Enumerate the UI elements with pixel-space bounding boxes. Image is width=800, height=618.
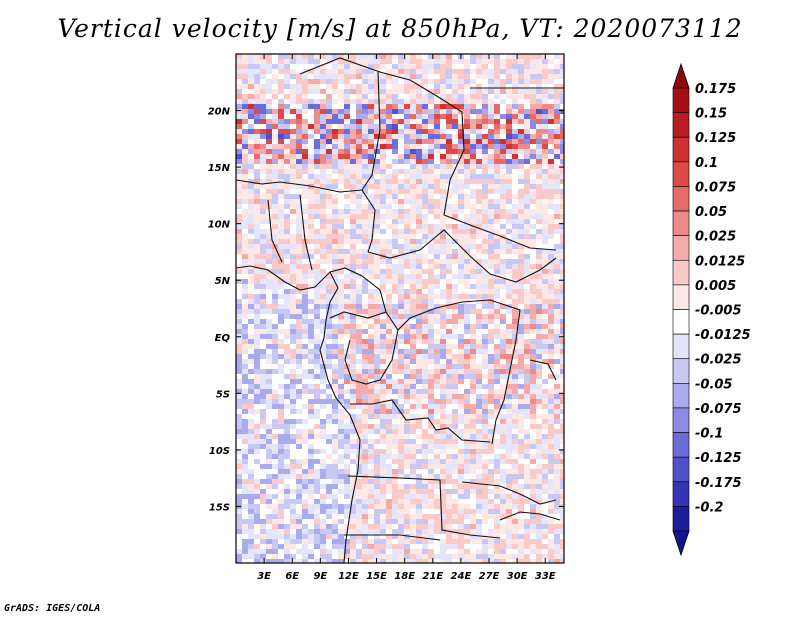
colorbar-label: -0.05	[695, 377, 732, 392]
colorbar-swatch	[672, 407, 690, 433]
colorbar-label: -0.125	[695, 451, 742, 466]
colorbar-label: 0.125	[695, 131, 736, 146]
y-tick-label: 15S	[209, 502, 230, 513]
colorbar-swatch	[672, 259, 690, 286]
grads-credit: GrADS: IGES/COLA	[4, 603, 101, 614]
border-line	[499, 511, 561, 521]
chart-title: Vertical velocity [m/s] at 850hPa, VT: 2…	[57, 14, 743, 43]
colorbar-swatch	[672, 456, 690, 483]
country-borders	[236, 57, 564, 563]
colorbar-swatch	[672, 506, 690, 532]
x-tick-label: 21E	[422, 571, 443, 582]
border-line	[267, 199, 283, 263]
colorbar-label: 0.075	[695, 180, 736, 195]
x-tick-label: 27E	[479, 571, 500, 582]
border-line	[344, 329, 399, 385]
y-tick-label: 15N	[208, 163, 231, 174]
colorbar-label: -0.1	[695, 427, 723, 442]
border-line	[443, 214, 557, 251]
colorbar-swatch	[672, 161, 690, 187]
colorbar-label: 0.175	[695, 82, 736, 97]
border-line	[347, 475, 501, 539]
colorbar-label: 0.025	[695, 230, 736, 245]
x-tick-label: 12E	[338, 571, 359, 582]
x-tick-label: 3E	[257, 571, 271, 582]
colorbar-label: -0.075	[695, 402, 742, 417]
colorbar-label: -0.025	[695, 353, 742, 368]
vertical-velocity-field	[236, 54, 564, 563]
x-tick-label: 30E	[507, 571, 528, 582]
colorbar-swatch	[672, 383, 690, 409]
border-line	[344, 534, 441, 541]
border-line	[329, 311, 387, 319]
colorbar-label: 0.005	[695, 279, 736, 294]
x-tick-label: 15E	[366, 571, 387, 582]
y-tick-label: 5S	[216, 389, 230, 400]
colorbar-label: 0.15	[695, 107, 727, 122]
colorbar-top-arrow	[672, 62, 690, 89]
colorbar-swatch	[672, 186, 690, 212]
colorbar-swatch	[672, 235, 690, 261]
border-line	[299, 57, 465, 216]
colorbar-swatch	[672, 432, 690, 458]
y-tick-label: EQ	[215, 333, 231, 344]
coastline	[236, 265, 361, 563]
x-tick-label: 24E	[451, 571, 472, 582]
border-line	[361, 189, 376, 253]
plot-frame	[235, 53, 565, 564]
border-line	[361, 71, 381, 191]
y-tick-label: 10N	[208, 220, 231, 231]
colorbar-swatch	[672, 333, 690, 360]
border-line	[329, 267, 387, 313]
y-tick-label: 5N	[215, 276, 231, 287]
border-line	[299, 194, 313, 271]
colorbar-label: -0.175	[695, 476, 742, 491]
y-tick-label: 10S	[209, 446, 230, 457]
colorbar-swatch	[672, 210, 690, 236]
border-line	[491, 309, 521, 445]
border-line	[236, 179, 363, 193]
border-line	[529, 359, 557, 381]
x-tick-label: 18E	[394, 571, 415, 582]
colorbar-swatch	[672, 136, 690, 163]
axes: 3E 6E 9E 12E 15E 18E 21E 24E 27E 30E 33E 20N 15N 10N 5…	[208, 53, 565, 582]
border-line	[461, 481, 557, 505]
colorbar-label: 0.05	[695, 205, 727, 220]
x-tick-label: 9E	[313, 571, 327, 582]
colorbar-label: 0.1	[695, 156, 718, 171]
border-line	[350, 399, 491, 443]
colorbar-label: 0.0125	[695, 254, 745, 269]
colorbar-swatch	[672, 358, 690, 384]
colorbar-label: -0.005	[695, 304, 742, 319]
colorbar-swatch	[672, 309, 690, 335]
colorbar-swatch	[672, 284, 690, 310]
colorbar-swatch	[672, 481, 690, 507]
border-line	[367, 229, 557, 283]
colorbar: 0.175 0.15 0.125 0.1 0.075 0.05 0.025 0.0125 0.0…	[672, 62, 751, 557]
colorbar-label: -0.0125	[695, 328, 751, 343]
y-tick-label: 20N	[208, 107, 231, 118]
x-tick-label: 33E	[535, 571, 556, 582]
colorbar-label: -0.2	[695, 500, 723, 515]
colorbar-swatch	[672, 87, 690, 113]
x-tick-label: 6E	[285, 571, 299, 582]
colorbar-swatch	[672, 112, 690, 138]
colorbar-bottom-arrow	[672, 530, 690, 557]
